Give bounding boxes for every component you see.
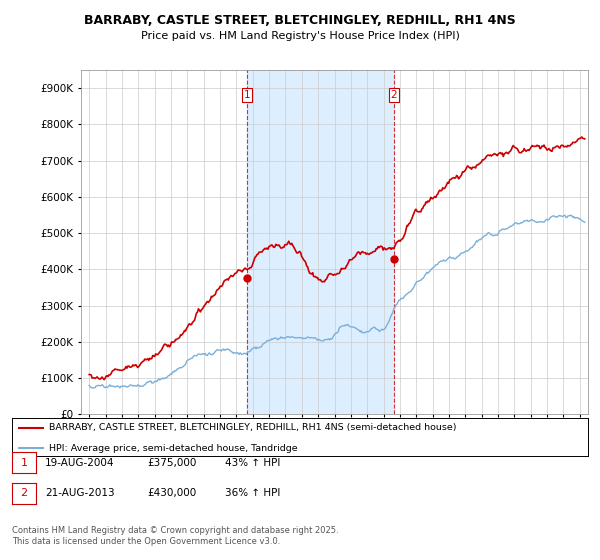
Text: Price paid vs. HM Land Registry's House Price Index (HPI): Price paid vs. HM Land Registry's House … xyxy=(140,31,460,41)
Text: 43% ↑ HPI: 43% ↑ HPI xyxy=(225,458,280,468)
Text: 2: 2 xyxy=(391,90,397,100)
Text: 21-AUG-2013: 21-AUG-2013 xyxy=(45,488,115,498)
Text: BARRABY, CASTLE STREET, BLETCHINGLEY, REDHILL, RH1 4NS (semi-detached house): BARRABY, CASTLE STREET, BLETCHINGLEY, RE… xyxy=(49,423,457,432)
Bar xyxy=(247,70,394,414)
Text: 1: 1 xyxy=(244,90,250,100)
Text: Contains HM Land Registry data © Crown copyright and database right 2025.
This d: Contains HM Land Registry data © Crown c… xyxy=(12,526,338,546)
Text: 2: 2 xyxy=(20,488,28,498)
Text: 36% ↑ HPI: 36% ↑ HPI xyxy=(225,488,280,498)
Text: £375,000: £375,000 xyxy=(147,458,196,468)
Text: 1: 1 xyxy=(20,458,28,468)
Text: BARRABY, CASTLE STREET, BLETCHINGLEY, REDHILL, RH1 4NS: BARRABY, CASTLE STREET, BLETCHINGLEY, RE… xyxy=(84,14,516,27)
Text: £430,000: £430,000 xyxy=(147,488,196,498)
Text: HPI: Average price, semi-detached house, Tandridge: HPI: Average price, semi-detached house,… xyxy=(49,444,298,452)
Text: 19-AUG-2004: 19-AUG-2004 xyxy=(45,458,115,468)
